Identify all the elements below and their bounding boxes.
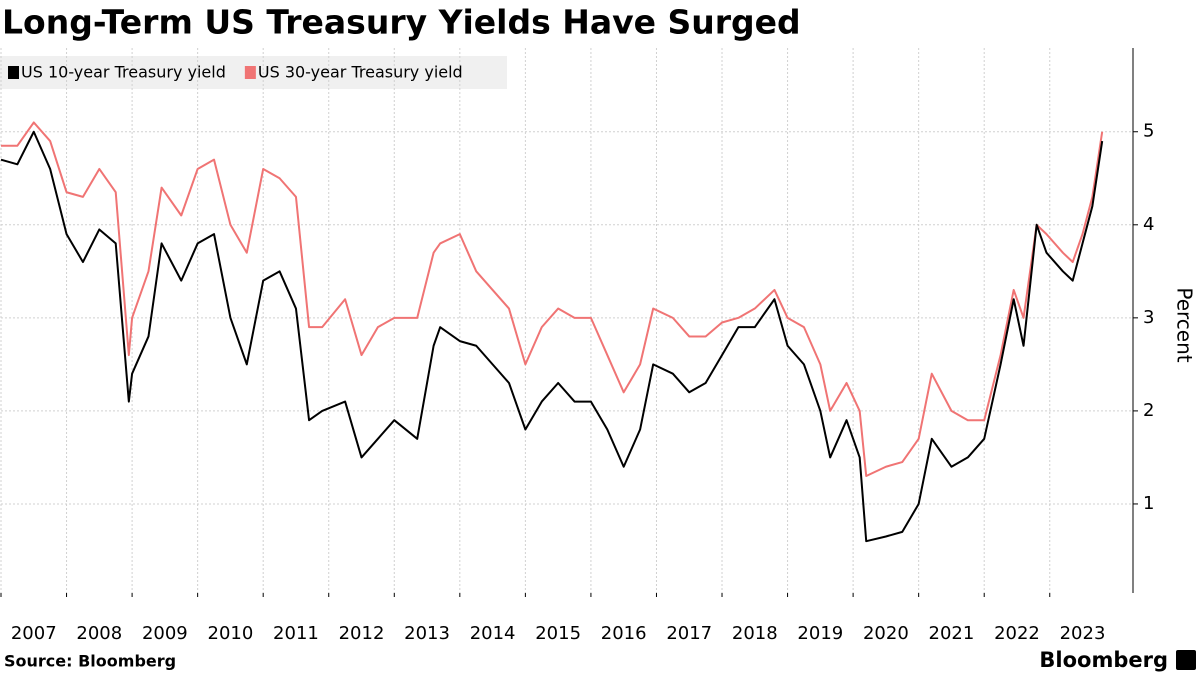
logo: Bloomberg xyxy=(1039,648,1168,672)
y-tick-label: 4 xyxy=(1143,214,1154,235)
line-series xyxy=(0,130,1104,543)
y-tick-label: 3 xyxy=(1143,307,1154,328)
source: Source: Bloomberg xyxy=(4,652,176,671)
legend-swatch xyxy=(244,66,256,79)
x-tick-label: 2019 xyxy=(797,623,843,644)
x-tick-label: 2022 xyxy=(994,623,1040,644)
x-tick-label: 2018 xyxy=(732,623,778,644)
y-tick-label: 2 xyxy=(1143,400,1154,421)
x-tick-label: 2013 xyxy=(404,623,450,644)
legend-swatch xyxy=(8,66,19,79)
y-tick-label: 5 xyxy=(1143,121,1154,142)
x-tick-label: 2020 xyxy=(863,623,909,644)
x-tick-label: 2017 xyxy=(666,623,712,644)
logo-icon xyxy=(1176,650,1196,670)
x-tick-label: 2021 xyxy=(929,623,975,644)
x-tick-label: 2012 xyxy=(339,623,385,644)
chart-title: Long-Term US Treasury Yields Have Surged xyxy=(2,3,801,42)
x-tick-label: 2011 xyxy=(273,623,319,644)
y-axis-label: Percent xyxy=(1173,287,1197,362)
x-tick-label: 2007 xyxy=(11,623,57,644)
x-tick-label: 2015 xyxy=(535,623,581,644)
x-tick-label: 2009 xyxy=(142,623,188,644)
x-tick-label: 2023 xyxy=(1060,623,1106,644)
x-tick-label: 2010 xyxy=(208,623,254,644)
legend-label: US 30-year Treasury yield xyxy=(258,63,463,82)
line-series xyxy=(1,121,1104,478)
x-tick-label: 2014 xyxy=(470,623,516,644)
legend-label: US 10-year Treasury yield xyxy=(21,63,226,82)
y-tick-label: 1 xyxy=(1143,493,1154,514)
x-tick-label: 2016 xyxy=(601,623,647,644)
x-tick-label: 2008 xyxy=(76,623,122,644)
